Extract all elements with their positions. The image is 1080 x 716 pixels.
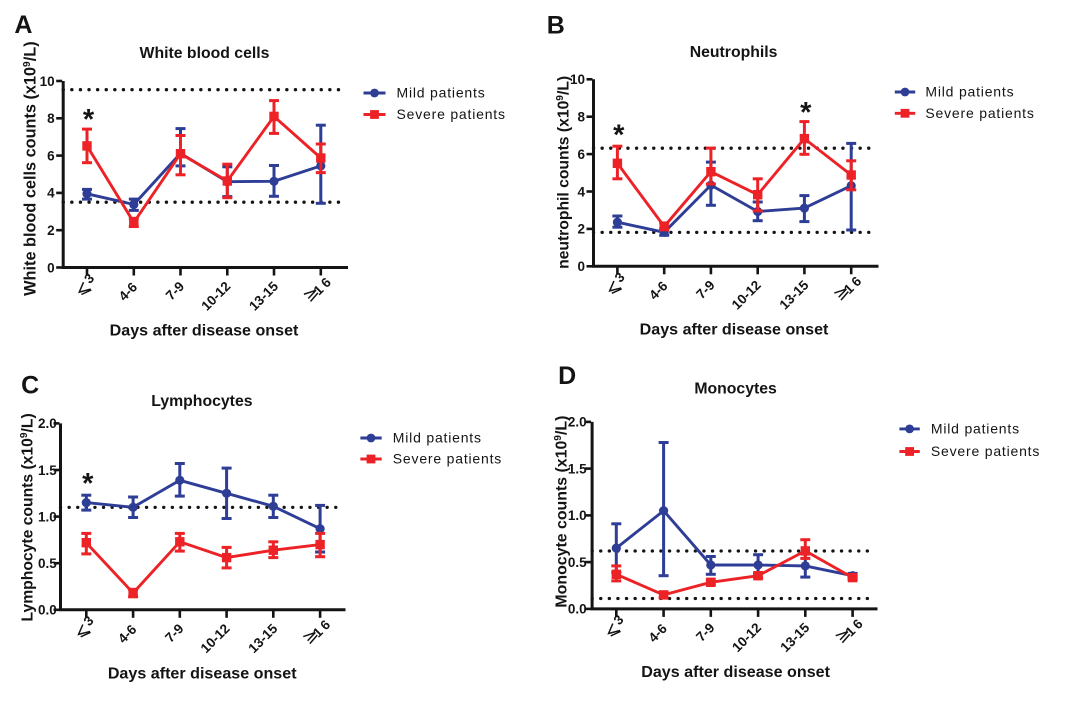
svg-text:D: D bbox=[558, 362, 576, 390]
svg-text:Mild patients: Mild patients bbox=[397, 85, 486, 101]
svg-text:Severe patients: Severe patients bbox=[931, 443, 1040, 459]
svg-text:White blood cells: White blood cells bbox=[140, 45, 270, 62]
svg-text:6: 6 bbox=[577, 147, 585, 162]
svg-text:1.5: 1.5 bbox=[38, 463, 57, 478]
svg-text:*: * bbox=[83, 104, 95, 136]
svg-text:Mild patients: Mild patients bbox=[393, 430, 482, 446]
svg-text:Mild patients: Mild patients bbox=[925, 84, 1014, 100]
svg-text:10: 10 bbox=[40, 74, 55, 89]
svg-text:0: 0 bbox=[47, 260, 55, 275]
svg-text:2: 2 bbox=[47, 223, 55, 238]
svg-text:0: 0 bbox=[577, 259, 585, 274]
svg-text:2.0: 2.0 bbox=[568, 415, 587, 430]
svg-text:1.0: 1.0 bbox=[568, 508, 587, 523]
svg-text:Days after disease onset: Days after disease onset bbox=[640, 321, 829, 339]
svg-text:0.0: 0.0 bbox=[38, 603, 57, 618]
svg-text:8: 8 bbox=[577, 110, 585, 125]
svg-text:White blood cells counts (x109: White blood cells counts (x109/L) bbox=[22, 41, 40, 295]
svg-text:4: 4 bbox=[47, 186, 55, 201]
svg-text:Severe patients: Severe patients bbox=[925, 105, 1034, 121]
svg-text:*: * bbox=[613, 120, 625, 152]
svg-text:2.0: 2.0 bbox=[38, 416, 57, 431]
svg-text:4: 4 bbox=[577, 184, 585, 199]
svg-text:Lymphocytes: Lymphocytes bbox=[151, 393, 252, 410]
svg-text:Neutrophils: Neutrophils bbox=[690, 44, 778, 61]
svg-text:Days after disease onset: Days after disease onset bbox=[108, 664, 297, 682]
svg-text:Days after disease onset: Days after disease onset bbox=[110, 321, 299, 339]
svg-text:Mild patients: Mild patients bbox=[931, 420, 1020, 436]
svg-text:1.0: 1.0 bbox=[38, 509, 57, 524]
svg-text:8: 8 bbox=[47, 111, 55, 126]
svg-text:0.5: 0.5 bbox=[38, 556, 57, 571]
svg-text:B: B bbox=[547, 11, 565, 39]
svg-text:neutrophil counts (x109/L): neutrophil counts (x109/L) bbox=[555, 76, 573, 269]
svg-text:Monocyte counts (x109/L): Monocyte counts (x109/L) bbox=[553, 416, 571, 608]
svg-text:A: A bbox=[14, 11, 32, 39]
svg-text:Days after disease onset: Days after disease onset bbox=[641, 663, 830, 681]
svg-text:*: * bbox=[800, 97, 812, 129]
svg-text:6: 6 bbox=[47, 148, 55, 163]
svg-text:C: C bbox=[21, 372, 39, 400]
svg-text:10: 10 bbox=[570, 72, 585, 87]
svg-text:Severe patients: Severe patients bbox=[397, 106, 506, 122]
svg-text:*: * bbox=[82, 468, 94, 500]
svg-text:Severe patients: Severe patients bbox=[393, 451, 502, 467]
svg-text:0.0: 0.0 bbox=[568, 602, 587, 617]
svg-text:2: 2 bbox=[577, 222, 585, 237]
svg-text:1.5: 1.5 bbox=[568, 461, 587, 476]
svg-text:0.5: 0.5 bbox=[568, 555, 587, 570]
svg-text:Monocytes: Monocytes bbox=[694, 381, 777, 398]
svg-text:Lymphocyte counts (x109/L): Lymphocyte counts (x109/L) bbox=[19, 413, 37, 621]
